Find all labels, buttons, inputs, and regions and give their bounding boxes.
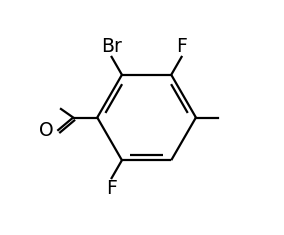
Text: F: F bbox=[106, 179, 117, 198]
Text: F: F bbox=[176, 37, 187, 56]
Text: Br: Br bbox=[101, 37, 122, 56]
Text: O: O bbox=[39, 121, 54, 140]
